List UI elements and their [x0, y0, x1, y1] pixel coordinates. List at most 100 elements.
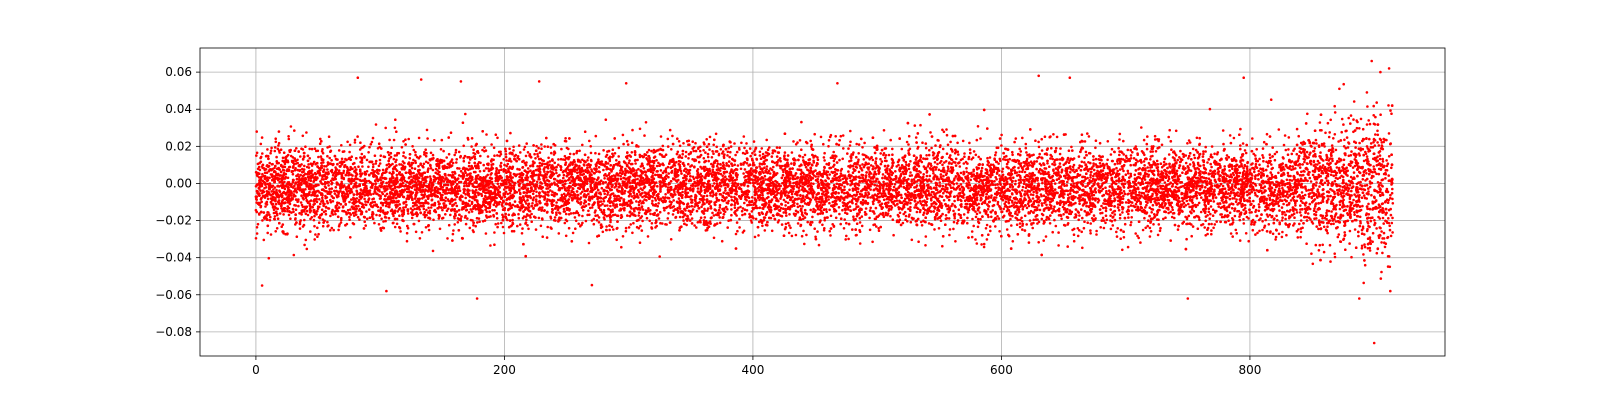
scatter-point — [1127, 205, 1130, 209]
scatter-point — [1319, 151, 1322, 154]
scatter-point — [787, 221, 790, 225]
scatter-point — [1167, 175, 1170, 179]
scatter-point — [1116, 169, 1119, 173]
scatter-point — [789, 226, 792, 230]
scatter-point — [729, 150, 732, 154]
scatter-point — [557, 163, 560, 167]
scatter-point — [803, 242, 806, 246]
scatter-point — [677, 210, 680, 213]
scatter-point — [976, 125, 980, 128]
scatter-point — [997, 162, 1000, 165]
scatter-point — [1101, 187, 1105, 191]
scatter-point — [945, 133, 949, 137]
scatter-point — [467, 211, 471, 214]
scatter-point — [303, 243, 306, 247]
scatter-point — [901, 221, 905, 225]
scatter-point — [1130, 216, 1133, 219]
scatter-point — [766, 148, 770, 151]
scatter-point — [1379, 181, 1382, 185]
scatter-point — [1372, 104, 1375, 108]
scatter-point — [1109, 208, 1112, 211]
scatter-point — [1363, 263, 1367, 267]
scatter-point — [349, 213, 353, 216]
scatter-point — [295, 235, 299, 238]
scatter-point — [319, 155, 323, 158]
scatter-point — [1214, 172, 1217, 176]
scatter-point — [406, 212, 410, 215]
scatter-point — [828, 173, 831, 176]
scatter-point — [1283, 134, 1287, 137]
scatter-point — [684, 155, 688, 158]
scatter-point — [1332, 137, 1335, 140]
scatter-point — [313, 238, 317, 241]
scatter-point — [1196, 227, 1200, 230]
scatter-point — [1209, 205, 1213, 208]
scatter-point — [1377, 144, 1381, 147]
scatter-point — [345, 190, 349, 193]
scatter-point — [623, 189, 627, 193]
scatter-point — [387, 205, 390, 208]
scatter-point — [551, 207, 554, 211]
scatter-point — [431, 153, 435, 157]
scatter-point — [562, 173, 566, 177]
scatter-point — [1391, 231, 1394, 234]
scatter-point — [780, 223, 784, 226]
scatter-point — [505, 159, 508, 162]
scatter-point — [1094, 157, 1098, 161]
scatter-point — [557, 158, 560, 161]
scatter-point — [546, 145, 550, 148]
scatter-point — [1251, 228, 1255, 232]
scatter-point — [1198, 142, 1201, 146]
scatter-point — [1386, 201, 1390, 204]
scatter-point — [551, 211, 554, 215]
scatter-point — [638, 241, 642, 244]
scatter-points — [254, 59, 1395, 345]
scatter-point — [535, 144, 538, 148]
scatter-point — [1188, 163, 1192, 166]
scatter-point — [869, 196, 872, 199]
scatter-point — [919, 220, 923, 224]
scatter-point — [1317, 249, 1321, 252]
scatter-point — [1344, 248, 1347, 251]
scatter-point — [1085, 213, 1088, 217]
scatter-point — [712, 214, 716, 217]
scatter-point — [286, 153, 290, 157]
scatter-point — [982, 245, 986, 249]
scatter-point — [1270, 173, 1274, 177]
scatter-point — [600, 186, 604, 190]
scatter-point — [1187, 157, 1190, 160]
scatter-point — [1358, 187, 1362, 190]
scatter-point — [1339, 240, 1342, 243]
scatter-point — [978, 211, 982, 214]
scatter-point — [761, 193, 764, 197]
scatter-point — [863, 141, 866, 145]
scatter-point — [936, 162, 939, 166]
scatter-point — [1199, 210, 1203, 214]
scatter-point — [1089, 229, 1092, 232]
scatter-point — [1181, 171, 1184, 174]
scatter-point — [1213, 152, 1216, 156]
scatter-point — [589, 183, 592, 187]
scatter-point — [974, 238, 977, 241]
scatter-point — [916, 217, 920, 221]
scatter-point — [743, 146, 746, 150]
scatter-point — [521, 227, 524, 230]
scatter-point — [736, 164, 740, 167]
scatter-point — [555, 201, 558, 204]
scatter-point — [581, 214, 584, 218]
scatter-point — [1174, 129, 1178, 133]
scatter-point — [852, 215, 855, 218]
scatter-point — [287, 213, 291, 217]
scatter-point — [1338, 203, 1342, 207]
scatter-point — [309, 187, 313, 190]
scatter-point — [961, 139, 965, 143]
scatter-point — [316, 209, 319, 213]
scatter-point — [526, 224, 529, 227]
scatter-point — [1298, 166, 1302, 169]
scatter-point — [1314, 184, 1318, 187]
scatter-point — [412, 148, 416, 152]
scatter-point — [546, 170, 550, 174]
scatter-point — [907, 143, 910, 146]
scatter-point — [1274, 238, 1277, 241]
scatter-point — [1323, 181, 1327, 185]
